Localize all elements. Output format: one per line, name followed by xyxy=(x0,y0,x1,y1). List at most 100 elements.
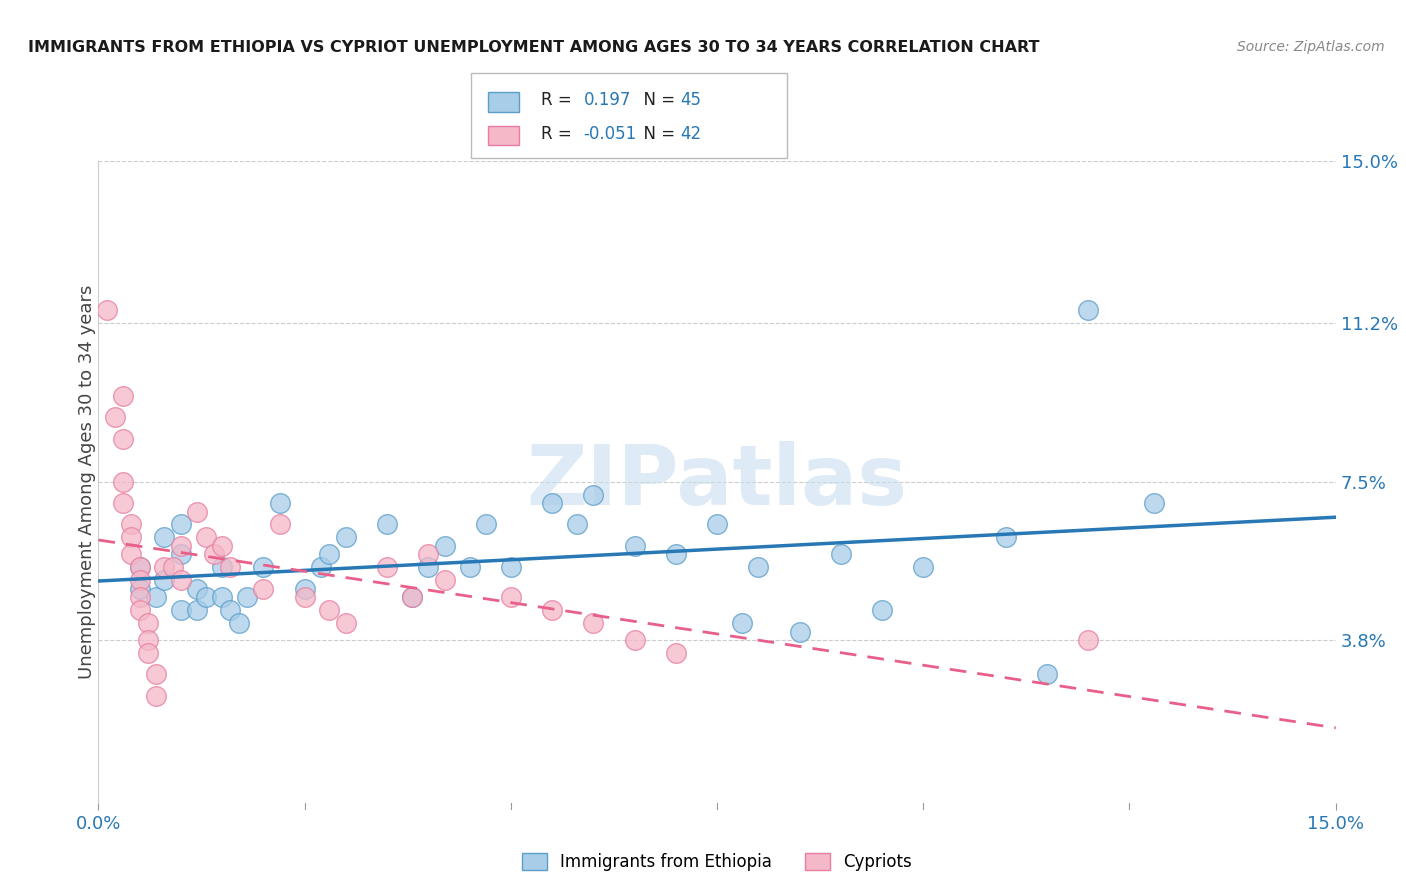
Point xyxy=(153,530,176,544)
Point xyxy=(294,591,316,605)
Point xyxy=(401,591,423,605)
Point xyxy=(433,573,456,587)
Point xyxy=(170,517,193,532)
Point xyxy=(269,496,291,510)
Point xyxy=(128,591,150,605)
Point xyxy=(128,560,150,574)
Point xyxy=(252,582,274,596)
Point xyxy=(112,432,135,446)
Point xyxy=(211,539,233,553)
Point xyxy=(499,560,522,574)
Point xyxy=(194,591,217,605)
Point xyxy=(211,560,233,574)
Point xyxy=(120,517,142,532)
Point xyxy=(128,573,150,587)
Point xyxy=(219,560,242,574)
Point xyxy=(1143,496,1166,510)
Text: ZIPatlas: ZIPatlas xyxy=(527,442,907,522)
Point xyxy=(318,603,340,617)
Point xyxy=(194,530,217,544)
Point xyxy=(418,548,440,562)
Text: N =: N = xyxy=(633,91,681,109)
Point xyxy=(565,517,588,532)
Point xyxy=(219,603,242,617)
Point xyxy=(153,560,176,574)
Point xyxy=(112,496,135,510)
Text: IMMIGRANTS FROM ETHIOPIA VS CYPRIOT UNEMPLOYMENT AMONG AGES 30 TO 34 YEARS CORRE: IMMIGRANTS FROM ETHIOPIA VS CYPRIOT UNEM… xyxy=(28,40,1039,55)
Text: 45: 45 xyxy=(681,91,702,109)
Point xyxy=(418,560,440,574)
Point xyxy=(994,530,1017,544)
Point xyxy=(120,548,142,562)
Point xyxy=(375,560,398,574)
Point xyxy=(128,582,150,596)
Point xyxy=(499,591,522,605)
Point xyxy=(582,615,605,630)
Point xyxy=(128,603,150,617)
Point xyxy=(731,615,754,630)
Point xyxy=(335,530,357,544)
Point xyxy=(120,530,142,544)
Point xyxy=(186,505,208,519)
Point xyxy=(1036,667,1059,681)
Point xyxy=(789,624,811,639)
Point xyxy=(128,560,150,574)
Point xyxy=(112,389,135,403)
Point xyxy=(433,539,456,553)
Point xyxy=(136,646,159,660)
Point xyxy=(96,303,118,318)
Point xyxy=(623,539,645,553)
Text: N =: N = xyxy=(633,125,681,143)
Point xyxy=(153,573,176,587)
Point xyxy=(582,487,605,501)
Point xyxy=(475,517,498,532)
Point xyxy=(830,548,852,562)
Point xyxy=(318,548,340,562)
Text: 42: 42 xyxy=(681,125,702,143)
Point xyxy=(252,560,274,574)
Point xyxy=(228,615,250,630)
Point xyxy=(211,591,233,605)
Point xyxy=(145,667,167,681)
Point xyxy=(162,560,184,574)
Text: R =: R = xyxy=(541,125,578,143)
Point xyxy=(186,603,208,617)
Point xyxy=(1077,303,1099,318)
Point xyxy=(401,591,423,605)
Point xyxy=(1077,633,1099,648)
Point xyxy=(335,615,357,630)
Point xyxy=(375,517,398,532)
Point xyxy=(145,689,167,703)
Point xyxy=(136,615,159,630)
Point xyxy=(623,633,645,648)
Point xyxy=(458,560,481,574)
Point xyxy=(747,560,769,574)
Text: -0.051: -0.051 xyxy=(583,125,637,143)
Point xyxy=(112,475,135,489)
Point xyxy=(541,496,564,510)
Point xyxy=(186,582,208,596)
Point xyxy=(269,517,291,532)
Point xyxy=(104,410,127,425)
Point xyxy=(236,591,259,605)
Point xyxy=(309,560,332,574)
Point xyxy=(541,603,564,617)
Text: 0.197: 0.197 xyxy=(583,91,631,109)
Text: Source: ZipAtlas.com: Source: ZipAtlas.com xyxy=(1237,40,1385,54)
Point xyxy=(706,517,728,532)
Point xyxy=(912,560,935,574)
Point xyxy=(170,548,193,562)
Point xyxy=(170,573,193,587)
Point xyxy=(145,591,167,605)
Text: R =: R = xyxy=(541,91,578,109)
Point xyxy=(170,539,193,553)
Point xyxy=(136,633,159,648)
Point xyxy=(170,603,193,617)
Point xyxy=(665,548,688,562)
Point xyxy=(665,646,688,660)
Legend: Immigrants from Ethiopia, Cypriots: Immigrants from Ethiopia, Cypriots xyxy=(515,847,920,878)
Y-axis label: Unemployment Among Ages 30 to 34 years: Unemployment Among Ages 30 to 34 years xyxy=(79,285,96,679)
Point xyxy=(870,603,893,617)
Point xyxy=(294,582,316,596)
Point xyxy=(202,548,225,562)
